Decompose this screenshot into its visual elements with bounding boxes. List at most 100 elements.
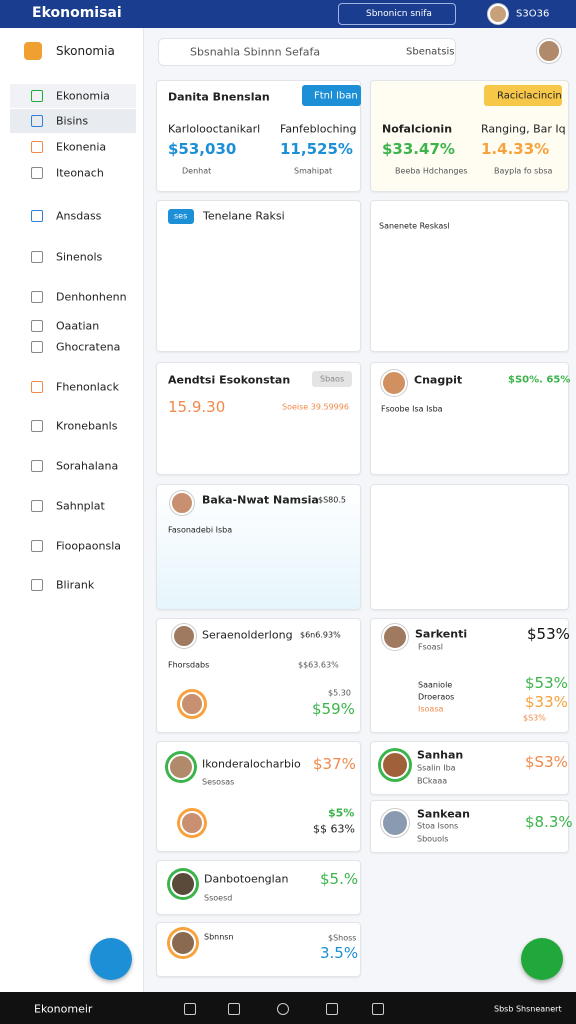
label: $59% xyxy=(312,700,355,718)
nav-item[interactable]: Sinenols xyxy=(56,250,103,264)
label: Ikonderalocharbio xyxy=(202,757,301,771)
label: Fhorsdabs xyxy=(168,660,210,670)
label: Sbouols xyxy=(417,834,449,844)
nav-item[interactable]: Bisins xyxy=(56,114,89,128)
avatar xyxy=(180,692,204,716)
chip-label: ses xyxy=(174,211,188,221)
label: Ssoesd xyxy=(204,893,233,903)
button-label[interactable]: Raciclacincin xyxy=(497,90,562,102)
avatar xyxy=(381,751,409,779)
card xyxy=(370,484,569,610)
nav-item[interactable]: Sahnplat xyxy=(56,499,105,513)
nav-item[interactable]: Sorahalana xyxy=(56,459,119,473)
chat-button[interactable] xyxy=(90,938,132,980)
nav-item[interactable]: Fhenonlack xyxy=(56,380,119,394)
nav-icon xyxy=(31,420,43,432)
nav-item[interactable]: Denhonhenn xyxy=(56,290,127,304)
nav-item[interactable]: Fioopaonsla xyxy=(56,539,121,553)
nav-button[interactable] xyxy=(326,1003,338,1015)
label: Ranging, Bar Iq xyxy=(481,122,566,136)
user-avatar[interactable] xyxy=(488,4,508,24)
avatar xyxy=(170,871,196,897)
search-bar[interactable] xyxy=(158,38,456,66)
app-name: Ekonomeir xyxy=(34,1002,93,1016)
nav-item[interactable]: Iteonach xyxy=(56,166,104,180)
label: Fanfebloching xyxy=(280,122,357,136)
top-search[interactable] xyxy=(338,3,456,25)
label: Seraenolderlong xyxy=(202,628,293,642)
nav-button[interactable] xyxy=(372,1003,384,1015)
label: Sankean xyxy=(417,807,470,821)
nav-icon xyxy=(31,381,43,393)
label: $5.30 xyxy=(328,688,351,698)
nav-icon xyxy=(31,141,43,153)
nav-item[interactable]: Ghocratena xyxy=(56,340,121,354)
sidebar-title: Skonomia xyxy=(56,44,115,58)
label: $5% xyxy=(328,806,355,820)
label: Danita Bnenslan xyxy=(168,90,270,104)
label: $53% xyxy=(525,674,568,692)
nav-button[interactable] xyxy=(277,1003,289,1015)
nav-icon xyxy=(31,320,43,332)
label: Sanenete Reskasl xyxy=(379,221,450,231)
label: $S0%. 65% xyxy=(508,374,571,386)
button[interactable] xyxy=(484,85,562,106)
profile-avatar[interactable] xyxy=(537,39,561,63)
nav-item[interactable]: Blirank xyxy=(56,578,95,592)
nav-item[interactable]: Oaatian xyxy=(56,319,100,333)
button-label[interactable]: Ftnl Iban xyxy=(314,90,358,102)
nav-button[interactable] xyxy=(184,1003,196,1015)
label: $37% xyxy=(313,755,356,773)
label: Beeba Hdchanges xyxy=(395,166,468,176)
label: Fasonadebi Isba xyxy=(168,525,233,535)
label: $6n6.93% xyxy=(300,630,341,640)
label: $S3% xyxy=(523,713,546,723)
avatar xyxy=(170,491,194,515)
card xyxy=(370,200,569,352)
nav-icon xyxy=(31,251,43,263)
chip[interactable] xyxy=(168,209,194,224)
nav-icon xyxy=(31,341,43,353)
label: Ssalin Iba xyxy=(417,763,456,773)
legend-item: Droeraos xyxy=(418,692,455,702)
app-title: Ekonomisai xyxy=(32,5,122,21)
chip[interactable] xyxy=(312,371,352,387)
label: Aendtsi Esokonstan xyxy=(168,373,291,387)
search-text[interactable]: Sbnonicn snifa xyxy=(366,9,432,19)
label: Denhat xyxy=(182,166,212,176)
nav-icon xyxy=(31,540,43,552)
avatar xyxy=(180,811,204,835)
label: $33.47% xyxy=(382,140,455,158)
avatar xyxy=(168,754,194,780)
label: $53% xyxy=(527,625,570,643)
label: Baka-Nwat Namsia xyxy=(202,493,319,507)
label: 15.9.30 xyxy=(168,398,226,416)
nav-icon xyxy=(31,500,43,512)
avatar xyxy=(382,624,408,650)
label: 1.4.33% xyxy=(481,140,550,158)
nav-icon xyxy=(31,579,43,591)
search-filter[interactable]: Sbenatsis xyxy=(406,46,455,58)
nav-icon xyxy=(31,115,43,127)
label: $8.3% xyxy=(525,813,573,831)
avatar xyxy=(172,624,196,648)
badge: S3O36 xyxy=(516,8,550,20)
nav-icon xyxy=(31,167,43,179)
status-text: Sbsb Shsneanert xyxy=(494,1004,562,1014)
nav-button[interactable] xyxy=(228,1003,240,1015)
button[interactable] xyxy=(302,85,361,106)
top-bar xyxy=(0,0,576,28)
label: $5.% xyxy=(320,870,359,888)
avatar xyxy=(170,930,196,956)
search-placeholder[interactable]: Sbsnahla Sbinnn Sefafa xyxy=(190,45,321,59)
add-button[interactable] xyxy=(521,938,563,980)
label: BCkaaa xyxy=(417,776,448,786)
label: Sanhan xyxy=(417,748,464,762)
label: Fsoobe Isa Isba xyxy=(381,404,443,414)
nav-item[interactable]: Ekonenia xyxy=(56,140,107,154)
nav-item[interactable]: Ekonomia xyxy=(56,89,110,103)
nav-item[interactable]: Kronebanls xyxy=(56,419,118,433)
nav-item[interactable]: Ansdass xyxy=(56,209,102,223)
nav-icon xyxy=(31,210,43,222)
